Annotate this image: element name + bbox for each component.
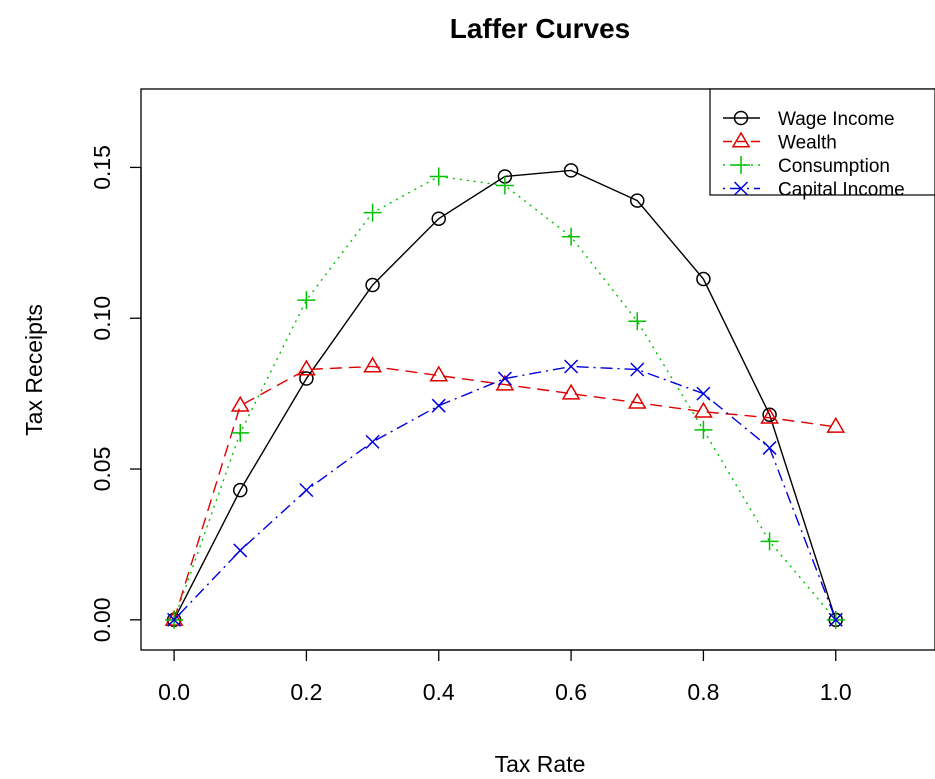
data-point-wage-income <box>233 482 248 498</box>
data-point-capital-income <box>431 398 446 413</box>
legend-marker <box>733 110 749 126</box>
y-axis-label: Tax Receipts <box>21 304 47 436</box>
series-line-wage-income <box>173 169 837 621</box>
data-point-consumption <box>363 203 382 222</box>
data-point-wage-income <box>563 163 579 178</box>
data-point-consumption <box>562 227 581 246</box>
y-tick-label: 0.10 <box>89 296 115 341</box>
legend-label: Consumption <box>778 156 890 177</box>
data-point-capital-income <box>233 543 248 558</box>
series-line-capital-income <box>173 365 837 621</box>
data-point-consumption <box>628 312 647 331</box>
legend-marker <box>732 156 750 174</box>
data-point-wealth <box>694 401 713 418</box>
data-point-wage-income <box>431 211 446 226</box>
data-point-consumption <box>429 167 448 186</box>
data-point-consumption <box>231 423 250 442</box>
data-point-capital-income <box>828 612 843 627</box>
data-point-wage-income <box>365 277 380 293</box>
legend-item-consumption: Consumption <box>723 156 890 177</box>
legend-item-wealth: Wealth <box>723 131 837 154</box>
data-point-wealth <box>826 416 846 433</box>
legend-item-capital-income: Capital Income <box>723 180 905 201</box>
data-point-wealth <box>760 407 779 424</box>
data-point-wage-income <box>299 371 314 386</box>
x-tick-label: 0.8 <box>687 679 719 705</box>
data-point-capital-income <box>299 483 314 498</box>
series-wealth <box>164 356 846 626</box>
y-axis: 0.00 0.05 0.10 0.15 <box>89 145 142 642</box>
data-point-wealth <box>363 356 382 373</box>
data-point-capital-income <box>365 434 380 449</box>
legend-marker <box>733 181 749 196</box>
legend-label: Wealth <box>778 133 837 154</box>
series-wage-income <box>166 163 843 628</box>
data-point-capital-income <box>497 371 512 386</box>
data-point-wage-income <box>630 193 645 208</box>
series-layer <box>164 163 846 629</box>
y-tick-label: 0.05 <box>89 447 115 492</box>
x-tick-label: 0.4 <box>423 679 455 705</box>
legend-label: Wage Income <box>778 109 895 130</box>
x-axis: 0.0 0.2 0.4 0.6 0.8 1.0 <box>158 649 852 705</box>
legend-label: Capital Income <box>778 180 905 201</box>
y-tick-label: 0.15 <box>89 145 115 190</box>
series-line-consumption <box>173 175 837 621</box>
data-point-capital-income <box>696 386 711 401</box>
data-point-capital-income <box>630 362 645 377</box>
data-point-consumption <box>694 420 713 439</box>
data-point-capital-income <box>762 440 777 455</box>
data-point-capital-income <box>167 612 182 627</box>
y-tick-label: 0.00 <box>89 597 115 642</box>
data-point-consumption <box>760 532 779 551</box>
data-point-wealth <box>297 359 316 376</box>
x-tick-label: 1.0 <box>820 679 852 705</box>
data-point-wealth <box>429 365 449 382</box>
x-tick-label: 0.2 <box>290 679 322 705</box>
data-point-wage-income <box>696 271 711 287</box>
data-point-consumption <box>297 291 316 310</box>
x-tick-label: 0.6 <box>555 679 587 705</box>
series-capital-income <box>167 359 843 627</box>
legend-box <box>709 88 935 196</box>
data-point-wealth <box>230 395 250 412</box>
x-tick-label: 0.0 <box>158 679 190 705</box>
chart-title: Laffer Curves <box>450 13 631 44</box>
legend-item-wage-income: Wage Income <box>723 109 895 130</box>
data-point-wealth <box>627 392 647 409</box>
series-consumption <box>165 167 845 629</box>
data-point-wealth <box>561 383 581 400</box>
data-point-consumption <box>495 176 514 195</box>
legend-marker <box>731 131 751 148</box>
series-line-wealth <box>173 365 836 621</box>
x-axis-label: Tax Rate <box>495 751 586 777</box>
data-point-capital-income <box>564 359 579 374</box>
